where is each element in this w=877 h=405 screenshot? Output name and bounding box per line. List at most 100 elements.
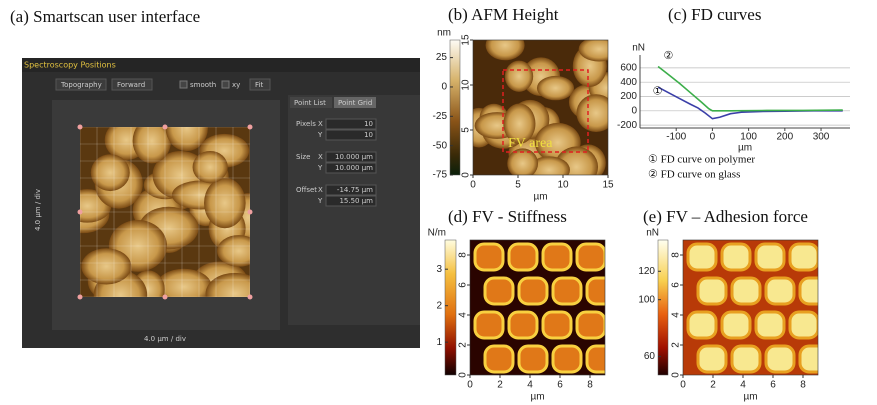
cell <box>575 242 605 272</box>
image <box>473 40 608 175</box>
grain <box>528 156 570 175</box>
x-tick-label: 6 <box>770 380 776 391</box>
colorbar <box>449 39 461 176</box>
x-tick-label: 0 <box>680 380 686 391</box>
x-tick-label: 15 <box>602 180 614 191</box>
x-tick-label: 4 <box>527 380 533 391</box>
checkbox <box>179 80 188 89</box>
grain <box>204 177 246 229</box>
handle <box>77 124 83 130</box>
field-box <box>325 195 377 207</box>
cell <box>730 276 762 306</box>
grain <box>578 40 608 62</box>
cell <box>788 310 818 340</box>
fd-curve <box>657 65 843 112</box>
field-axis: X <box>318 153 323 161</box>
grain <box>217 235 250 267</box>
cell <box>507 310 539 340</box>
caption: (d) FV - Stiffness <box>448 207 567 226</box>
cell <box>483 276 515 306</box>
title-bar <box>22 58 420 72</box>
toolbar-label: Fit <box>255 81 263 89</box>
x-axis-label: µm <box>743 392 757 403</box>
colorbar-tick-label: 3 <box>436 264 442 275</box>
colorbar-unit: N/m <box>428 228 446 239</box>
colorbar-unit: nN <box>646 228 659 239</box>
x-axis-label: µm <box>738 143 752 154</box>
image-frame <box>682 239 819 376</box>
x-axis-label: µm <box>533 192 547 203</box>
y-tick-label: 2 <box>458 342 469 348</box>
grain <box>536 75 575 101</box>
colorbar-tick-label: 60 <box>644 351 656 362</box>
cell <box>686 310 718 340</box>
y-axis-label: nN <box>632 43 645 54</box>
cell <box>754 310 786 340</box>
cell <box>541 310 573 340</box>
colorbar-tick-label: 25 <box>436 52 448 63</box>
field-axis: X <box>318 186 323 194</box>
grain <box>205 272 250 297</box>
x-tick-label: 2 <box>710 380 716 391</box>
x-tick-label: 2 <box>497 380 503 391</box>
field-value: 10 <box>364 120 373 128</box>
cell <box>551 276 583 306</box>
cell <box>720 242 752 272</box>
grain <box>192 150 228 184</box>
colorbar-tick-label: 2 <box>436 300 442 311</box>
field-value: 15.50 µm <box>339 197 373 205</box>
x-axis-label: 4.0 µm / div <box>144 335 186 343</box>
grain <box>155 268 212 297</box>
handle <box>247 124 253 130</box>
cell <box>730 344 762 374</box>
x-tick-label: 0 <box>710 132 716 143</box>
cell <box>541 242 573 272</box>
grain <box>503 103 536 144</box>
y-tick-label: 4 <box>671 312 682 318</box>
cell <box>720 310 752 340</box>
curve-marker: ② <box>664 50 674 62</box>
y-axis-label: 4.0 µm / div <box>34 189 42 231</box>
x-tick-label: 200 <box>776 132 793 143</box>
tab <box>334 97 376 108</box>
cell <box>798 344 818 374</box>
field-value: 10.000 µm <box>335 164 373 172</box>
image <box>470 240 605 375</box>
cell <box>473 242 505 272</box>
cell <box>696 276 728 306</box>
x-tick-label: 10 <box>557 180 569 191</box>
y-tick-label: 400 <box>620 77 637 88</box>
field-box <box>325 118 377 130</box>
toolbar-button <box>111 78 153 91</box>
y-tick-label: 200 <box>620 91 637 102</box>
field-group: Size <box>296 153 310 161</box>
field-box <box>325 162 377 174</box>
image <box>683 240 818 375</box>
cell <box>696 344 728 374</box>
y-tick-label: 600 <box>620 63 637 74</box>
grain <box>504 60 534 92</box>
cell <box>754 242 786 272</box>
chart-title: (c) FD curves <box>668 5 761 24</box>
x-tick-label: 300 <box>813 132 830 143</box>
field-value: 10 <box>364 131 373 139</box>
cell <box>764 344 796 374</box>
x-tick-label: 6 <box>557 380 563 391</box>
handle <box>162 124 168 130</box>
field-axis: Y <box>317 197 323 205</box>
toolbar-label: xy <box>232 81 240 89</box>
fv-area <box>502 69 589 153</box>
cell <box>798 276 818 306</box>
x-tick-label: 0 <box>467 380 473 391</box>
cell <box>483 344 515 374</box>
legend-entry: ① FD curve on polymer <box>648 154 755 166</box>
tab-label: Point List <box>294 99 326 107</box>
tab-label: Point Grid <box>338 99 372 107</box>
grain <box>507 148 539 175</box>
grain <box>485 40 525 61</box>
field-axis: Y <box>317 131 323 139</box>
field-group: Pixels <box>296 120 316 128</box>
colorbar <box>444 239 457 376</box>
cell <box>788 242 818 272</box>
